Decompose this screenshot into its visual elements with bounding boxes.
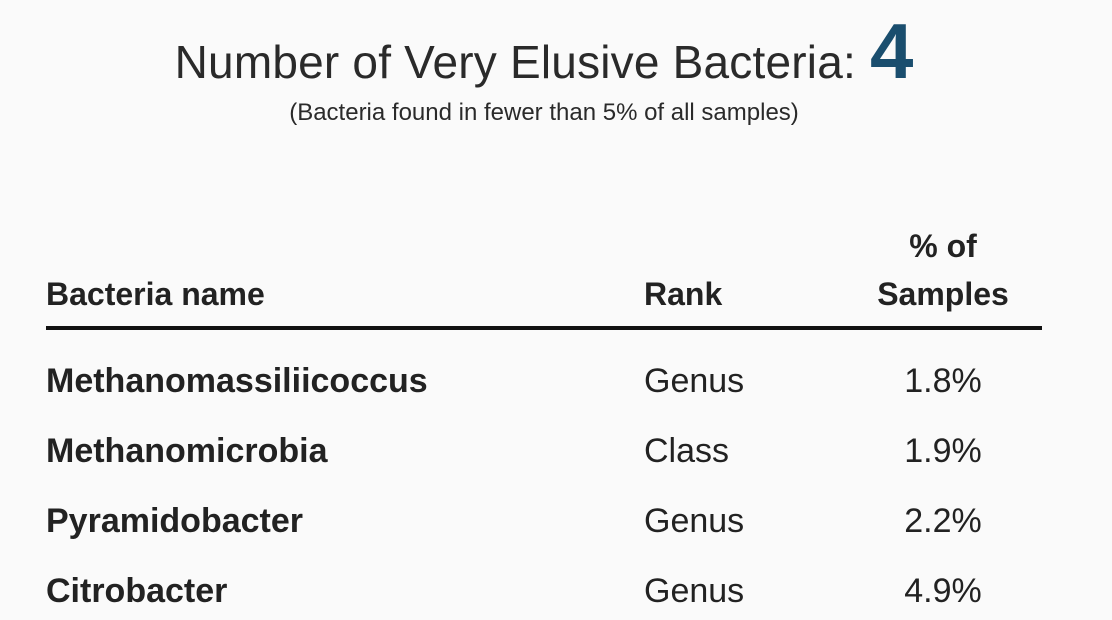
page-title: Number of Very Elusive Bacteria: 4: [0, 12, 1088, 90]
percent-cell: 2.2%: [904, 501, 982, 540]
percent-cell: 1.8%: [904, 361, 982, 400]
subtitle: (Bacteria found in fewer than 5% of all …: [289, 99, 799, 126]
column-header-rank: Rank: [644, 222, 844, 330]
bacteria-name-cell: Citrobacter: [46, 571, 228, 610]
table-row: Methanomassiliicoccus Genus 1.8%: [46, 328, 1042, 416]
table-row: Methanomicrobia Class 1.9%: [46, 416, 1042, 486]
column-header-name: Bacteria name: [46, 222, 644, 330]
column-header-percent: % of Samples: [844, 222, 1042, 330]
elusive-count: 4: [869, 7, 914, 95]
column-header-percent-line2: Samples: [877, 276, 1009, 312]
rank-cell: Class: [644, 431, 730, 470]
table-row: Pyramidobacter Genus 2.2%: [46, 486, 1042, 556]
table-row: Citrobacter Genus 4.9%: [46, 556, 1042, 620]
header-row: Bacteria name Rank % of Samples: [46, 222, 1042, 330]
table-header: Bacteria name Rank % of Samples: [46, 222, 1042, 330]
column-header-percent-line1: % of: [909, 228, 977, 264]
rank-cell: Genus: [644, 361, 745, 400]
rank-cell: Genus: [644, 501, 745, 540]
rank-cell: Genus: [644, 571, 745, 610]
bacteria-table: Bacteria name Rank % of Samples Methanom…: [46, 222, 1042, 620]
bacteria-name-cell: Methanomicrobia: [46, 431, 328, 470]
table-body: Methanomassiliicoccus Genus 1.8% Methano…: [46, 328, 1042, 620]
bacteria-name-cell: Methanomassiliicoccus: [46, 361, 428, 400]
percent-cell: 4.9%: [904, 571, 982, 610]
percent-cell: 1.9%: [904, 431, 982, 470]
bacteria-name-cell: Pyramidobacter: [46, 501, 303, 540]
title-text: Number of Very Elusive Bacteria:: [174, 36, 856, 88]
